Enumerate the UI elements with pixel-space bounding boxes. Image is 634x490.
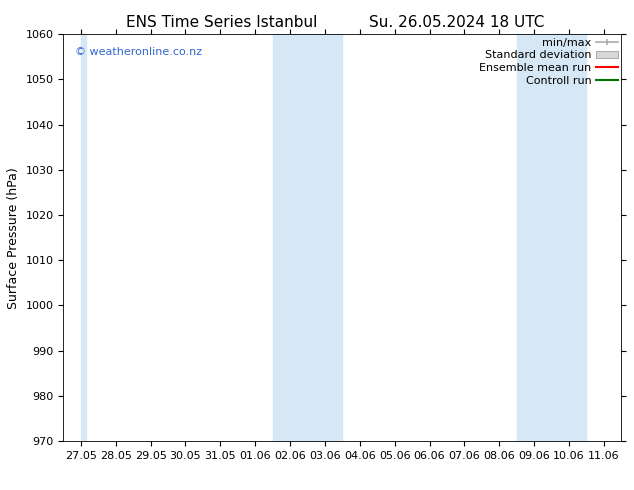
Text: © weatheronline.co.nz: © weatheronline.co.nz <box>75 47 202 56</box>
Bar <box>81 34 86 441</box>
Bar <box>517 34 586 441</box>
Text: Su. 26.05.2024 18 UTC: Su. 26.05.2024 18 UTC <box>369 15 544 30</box>
Bar <box>273 34 342 441</box>
Legend: min/max, Standard deviation, Ensemble mean run, Controll run: min/max, Standard deviation, Ensemble me… <box>479 38 618 86</box>
Y-axis label: Surface Pressure (hPa): Surface Pressure (hPa) <box>7 167 20 309</box>
Text: ENS Time Series Istanbul: ENS Time Series Istanbul <box>126 15 318 30</box>
